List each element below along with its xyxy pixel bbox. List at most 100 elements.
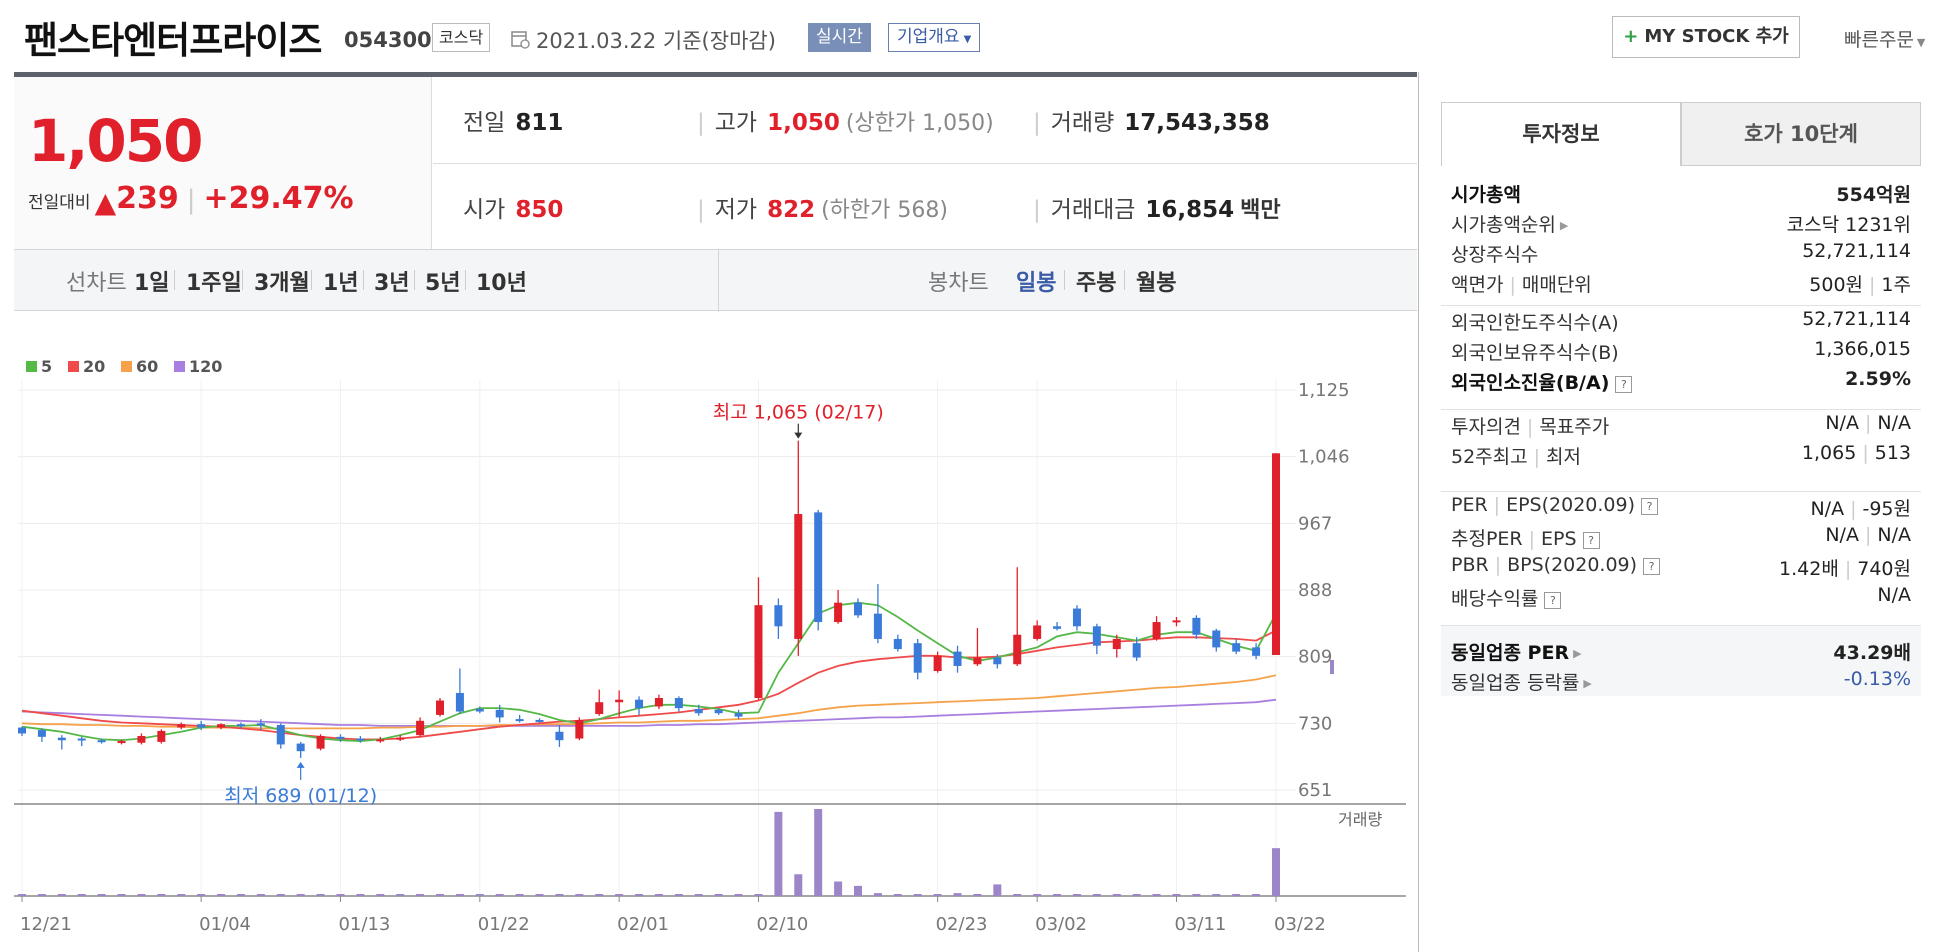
- candle-body: [1132, 643, 1141, 658]
- info-row: 외국인보유주식수(B) 1,366,015: [1451, 338, 1911, 368]
- volume-bar: [396, 894, 405, 896]
- y-tick-label: 809: [1298, 647, 1332, 668]
- candlestick-chart-svg[interactable]: 5 20 60 120 1,125 1,046 967 888 809 730 651 12/21 01…: [14, 340, 1417, 952]
- tab-1w[interactable]: 1주일: [186, 271, 242, 296]
- volume-bar: [436, 894, 444, 896]
- tab-1d[interactable]: 1일: [134, 271, 170, 296]
- volume-bar: [1072, 894, 1081, 896]
- candle-body: [296, 743, 305, 752]
- y-tick-label: 1,046: [1298, 447, 1350, 468]
- info-label[interactable]: 동일업종 등락률 ▶: [1451, 668, 1592, 695]
- info-label-text: 외국인한도주식수(A): [1451, 312, 1619, 334]
- realtime-button[interactable]: 실시간: [808, 23, 871, 52]
- tab-5y[interactable]: 5년: [425, 271, 461, 296]
- info-label[interactable]: 동일업종 PER ▶: [1451, 638, 1582, 665]
- stock-header: 팬스타엔터프라이즈 054300 코스닥 2021.03.22 기준(장마감) …: [0, 0, 1950, 72]
- info-label-text: 시가총액: [1451, 184, 1521, 206]
- divider: [242, 270, 243, 290]
- volume-bar: [495, 894, 504, 896]
- add-my-stock-button[interactable]: + MY STOCK 추가: [1612, 16, 1800, 58]
- help-icon[interactable]: ?: [1643, 558, 1661, 575]
- divider: [174, 270, 175, 290]
- candle-body: [276, 725, 285, 745]
- candle-body: [873, 613, 882, 639]
- tab-3y[interactable]: 3년: [374, 271, 410, 296]
- info-label: 시가총액: [1451, 180, 1521, 207]
- help-icon[interactable]: ?: [1641, 498, 1658, 515]
- divider: |: [1528, 528, 1536, 550]
- legend-swatch: [121, 361, 132, 372]
- tab-weekly[interactable]: 주봉: [1076, 271, 1117, 296]
- x-tick-label: 01/04: [199, 914, 251, 935]
- candle-body: [515, 719, 524, 722]
- help-icon[interactable]: ?: [1544, 592, 1562, 609]
- help-icon[interactable]: ?: [1582, 532, 1600, 549]
- volume-label: 거래량: [1338, 810, 1382, 829]
- info-value-text: N/A: [1810, 498, 1845, 520]
- info-row: 배당수익률? N/A: [1451, 584, 1911, 614]
- info-value: 1,065 | 513: [1802, 442, 1911, 464]
- info-row: 추정PER | EPS? N/A | N/A: [1451, 524, 1911, 554]
- info-value-text: 1주: [1881, 274, 1911, 296]
- price-chart[interactable]: 5 20 60 120 1,125 1,046 967 888 809 730 651 12/21 01…: [14, 340, 1417, 952]
- investment-info-panel: 투자정보 호가 10단계 시가총액 554억원 시가총액순위 ▶ 코스닥 1231위 상장…: [1418, 72, 1950, 952]
- tab-1y[interactable]: 1년: [323, 271, 359, 296]
- info-label-text: PBR: [1451, 554, 1489, 576]
- info-value: -0.13%: [1844, 668, 1911, 690]
- info-value-text: 52,721,114: [1802, 308, 1911, 330]
- base-date: 2021.03.22 기준(장마감): [536, 29, 776, 53]
- info-label-text: 최저: [1546, 446, 1581, 468]
- info-value-text: N/A: [1877, 584, 1911, 606]
- info-label-text: 목표주가: [1539, 416, 1610, 438]
- volume-bar: [714, 894, 723, 896]
- tab-daily[interactable]: 일봉: [1016, 271, 1057, 296]
- info-label-text: 동일업종 등락률: [1451, 672, 1580, 694]
- chevron-down-icon: ▼: [1916, 36, 1926, 49]
- quick-order-label: 빠른주문: [1844, 29, 1914, 51]
- info-label: 외국인보유주식수(B): [1451, 338, 1619, 365]
- candle-body: [854, 602, 862, 616]
- info-row: 52주최고 | 최저 1,065 | 513: [1451, 442, 1911, 472]
- volume-bar: [615, 894, 624, 896]
- info-value-text: -95원: [1862, 498, 1911, 520]
- tab-10y[interactable]: 10년: [476, 271, 527, 296]
- candle-body: [455, 692, 464, 712]
- company-overview-dropdown[interactable]: 기업개요 ▼: [888, 23, 981, 52]
- volume-bar: [515, 894, 524, 896]
- volume-bar: [555, 894, 564, 896]
- info-value: N/A: [1877, 584, 1911, 606]
- add-my-stock-label: MY STOCK 추가: [1644, 26, 1789, 47]
- volume-bar: [1272, 848, 1280, 896]
- info-row: 액면가 | 매매단위 500원 | 1주: [1451, 270, 1911, 300]
- quick-order-button[interactable]: 빠른주문 ▼: [1844, 25, 1925, 52]
- tab-3m[interactable]: 3개월: [254, 271, 310, 296]
- tab-orderbook-10[interactable]: 호가 10단계: [1681, 102, 1921, 166]
- info-row: 시가총액순위 ▶ 코스닥 1231위: [1451, 210, 1911, 240]
- help-icon[interactable]: ?: [1615, 376, 1633, 393]
- info-label-text: 52주최고: [1451, 446, 1528, 468]
- prev-label: 전일: [463, 110, 506, 136]
- candle-body: [1053, 626, 1062, 629]
- volume-bar: [57, 894, 66, 896]
- info-group: 시가총액 554억원 시가총액순위 ▶ 코스닥 1231위 상장주식수 52,721,114…: [1441, 178, 1921, 306]
- divider: |: [1033, 110, 1041, 136]
- candle-body: [495, 709, 504, 718]
- legend-swatch: [174, 361, 185, 372]
- candle-body: [654, 698, 663, 707]
- info-label[interactable]: 시가총액순위 ▶: [1451, 210, 1568, 237]
- y-tick-label: 967: [1298, 513, 1332, 534]
- info-value-text: 43.29배: [1833, 642, 1911, 664]
- open-label: 시가: [463, 197, 506, 223]
- tab-monthly[interactable]: 월봉: [1136, 271, 1177, 296]
- stats-row: 시가 850 | 저가 822 (하한가 568) | 거래대금 16,854 백만: [433, 163, 1417, 249]
- candle-body: [236, 724, 245, 727]
- info-label: PER | EPS(2020.09)?: [1451, 494, 1658, 516]
- high-annotation: 최고 1,065 (02/17): [713, 402, 884, 424]
- candle-body: [953, 651, 962, 666]
- info-value-text: 740원: [1857, 558, 1911, 580]
- volume-bar: [336, 894, 345, 896]
- tab-investment-info[interactable]: 투자정보: [1441, 102, 1681, 166]
- ma20-line: [21, 629, 1277, 741]
- volume-value: 17,543,358: [1124, 110, 1270, 136]
